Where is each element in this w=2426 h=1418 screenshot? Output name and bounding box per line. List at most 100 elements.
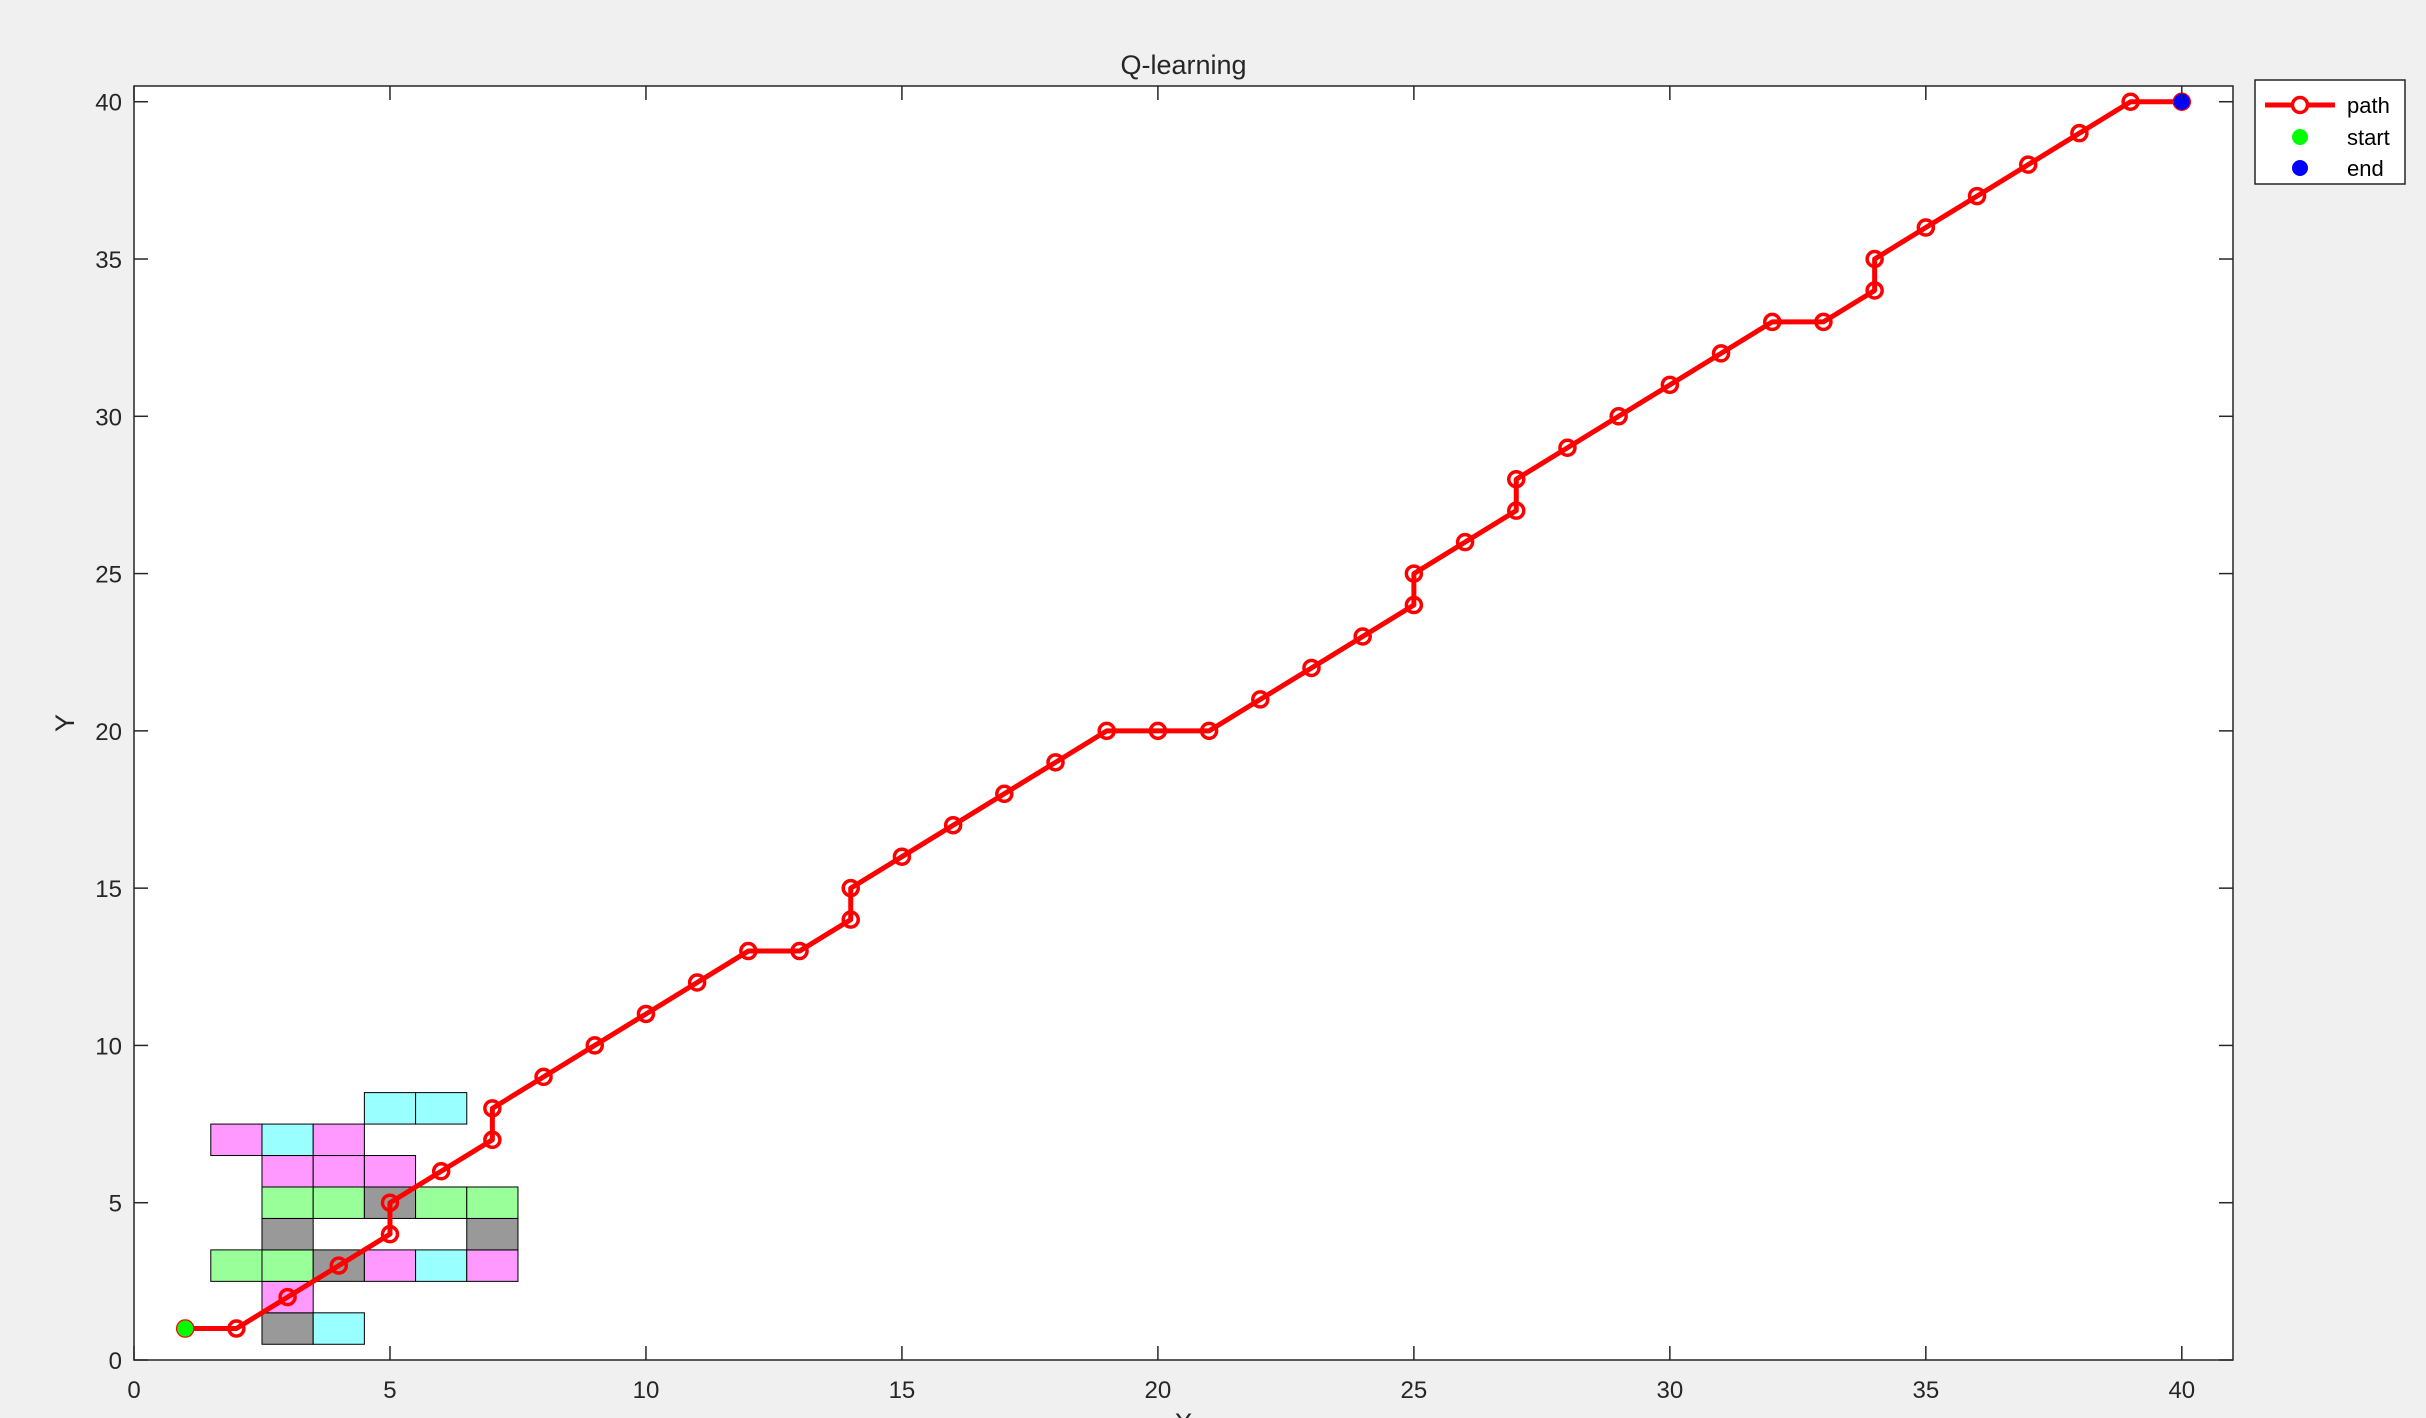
- path-point: [1507, 469, 1526, 489]
- path-point: [1251, 690, 1270, 709]
- x-tick-label: 0: [127, 1377, 140, 1404]
- path-point: [329, 1256, 349, 1275]
- obstacle-cell: [210, 1249, 263, 1282]
- path-point: [2121, 92, 2140, 111]
- path-point: [1097, 721, 1116, 741]
- path-point: [2018, 155, 2038, 174]
- obstacle-cell: [415, 1092, 468, 1125]
- path-point: [1199, 721, 1219, 741]
- end-point: [2173, 93, 2190, 110]
- legend-path-marker: [2290, 95, 2310, 115]
- obstacle-cell: [415, 1249, 468, 1282]
- path-point: [841, 878, 860, 898]
- x-tick-label: 30: [1657, 1377, 1684, 1404]
- y-axis-label: Y: [50, 714, 80, 732]
- start-point: [177, 1320, 194, 1337]
- y-tick-label: 10: [95, 1033, 122, 1060]
- path-point: [483, 1099, 502, 1118]
- obstacle-cell: [312, 1155, 365, 1188]
- path-layer: [175, 92, 2192, 1338]
- path-point: [1967, 186, 1987, 206]
- x-tick-label: 40: [2168, 1377, 2195, 1404]
- obstacle-cell: [415, 1186, 468, 1219]
- path-point: [1353, 627, 1372, 646]
- obstacle-cell: [466, 1217, 519, 1251]
- legend: path start end: [2254, 79, 2406, 185]
- path-point: [1046, 753, 1065, 772]
- legend-start-marker: [2292, 129, 2308, 145]
- path-point: [1404, 595, 1424, 615]
- obstacle-cell: [210, 1123, 263, 1157]
- path-point: [1558, 438, 1577, 458]
- y-tick-label: 5: [109, 1191, 122, 1218]
- path-point: [892, 847, 912, 866]
- x-tick-label: 35: [1912, 1377, 1939, 1404]
- x-axis-label: X: [1174, 1408, 1192, 1418]
- y-tick-label: 15: [95, 876, 122, 903]
- plot-frame: [133, 85, 2234, 1361]
- obstacle-cell: [312, 1123, 365, 1157]
- path-point: [278, 1287, 297, 1307]
- obstacle-cell: [363, 1092, 417, 1125]
- path-point: [534, 1067, 553, 1087]
- path-point: [636, 1004, 656, 1024]
- path-point: [431, 1162, 451, 1181]
- path-point: [1660, 375, 1680, 395]
- legend-label-end: end: [2347, 156, 2384, 181]
- path-point: [1916, 218, 1936, 237]
- x-tick-label: 20: [1145, 1377, 1172, 1404]
- obstacle-cell: [261, 1312, 314, 1345]
- path-point: [995, 784, 1014, 804]
- x-tick-label: 10: [633, 1377, 660, 1404]
- obstacle-cell: [466, 1186, 519, 1219]
- obstacle-cell: [261, 1249, 314, 1282]
- obstacle-grid: [210, 1092, 519, 1345]
- axes: 0 5 10 15 20 25 30 35 40 0 5 10 15 20 25 30 35 40: [95, 86, 2233, 1404]
- y-tick-label: 0: [109, 1348, 122, 1375]
- path-point: [1609, 407, 1628, 426]
- y-tick-label: 30: [95, 404, 122, 431]
- obstacle-cell: [261, 1155, 314, 1188]
- chart-title: Q-learning: [1120, 50, 1246, 80]
- legend-label-path: path: [2347, 93, 2390, 118]
- x-tick-label: 15: [889, 1377, 916, 1404]
- path-point: [380, 1193, 400, 1212]
- legend-box: [2254, 79, 2406, 185]
- path-point: [1814, 312, 1833, 332]
- path-point: [841, 910, 860, 929]
- path-line: [185, 99, 2182, 1332]
- path-point: [739, 941, 758, 961]
- path-point: [1865, 249, 1884, 269]
- path-point: [585, 1036, 605, 1055]
- path-point: [1148, 721, 1168, 741]
- obstacle-cell: [363, 1249, 417, 1282]
- obstacle-cell: [363, 1155, 417, 1188]
- y-tick-label: 25: [95, 562, 122, 589]
- path-point: [1865, 281, 1884, 300]
- path-point: [227, 1319, 246, 1338]
- path-point: [483, 1130, 502, 1150]
- path-point: [1455, 532, 1475, 552]
- x-tick-label: 25: [1401, 1377, 1428, 1404]
- obstacle-cell: [312, 1312, 365, 1345]
- path-point: [790, 941, 809, 961]
- y-tick-label: 20: [95, 719, 122, 746]
- path-point: [1711, 344, 1731, 363]
- y-tick-label: 35: [95, 247, 122, 274]
- legend-end-marker: [2292, 160, 2308, 176]
- path-point: [2070, 123, 2089, 143]
- y-tick-label: 40: [95, 90, 122, 117]
- path-point: [1302, 658, 1321, 678]
- legend-label-start: start: [2347, 125, 2390, 150]
- obstacle-cell: [312, 1186, 365, 1219]
- path-point: [1507, 501, 1526, 520]
- obstacle-cell: [261, 1186, 314, 1219]
- path-point: [1404, 564, 1424, 583]
- path-point: [1762, 312, 1782, 332]
- obstacle-cell: [466, 1249, 519, 1282]
- path-point: [687, 973, 707, 992]
- path-point: [943, 815, 963, 835]
- path-point: [380, 1224, 400, 1244]
- obstacle-cell: [261, 1217, 314, 1251]
